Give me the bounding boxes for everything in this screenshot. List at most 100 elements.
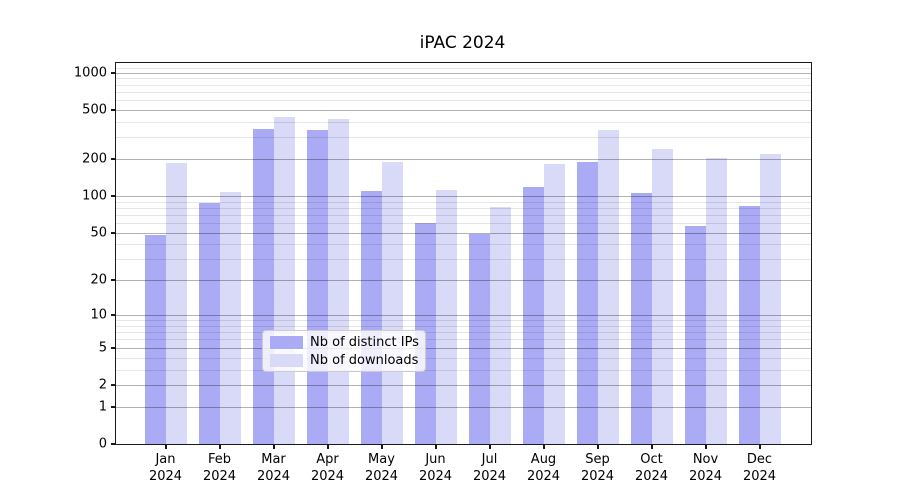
- y-tick-mark: [111, 405, 115, 408]
- x-tick-mark: [272, 445, 275, 449]
- bar-distinct-ips: [522, 186, 544, 444]
- y-tick-mark: [111, 383, 115, 386]
- gridline-major: [116, 384, 811, 386]
- gridline-minor: [116, 100, 811, 102]
- gridline-minor: [116, 214, 811, 216]
- bar-downloads: [165, 162, 187, 444]
- y-tick-label: 2: [98, 377, 107, 393]
- gridline-minor: [116, 332, 811, 334]
- x-tick-label: Jun 2024: [418, 452, 453, 484]
- gridline-major: [116, 72, 811, 74]
- gridline-minor: [116, 369, 811, 371]
- gridline-major: [116, 315, 811, 317]
- gridline-minor: [116, 84, 811, 86]
- x-tick-label: Nov 2024: [688, 452, 723, 484]
- y-tick-label: 100: [82, 188, 107, 204]
- y-tick-label: 20: [90, 272, 107, 288]
- bar-downloads: [543, 164, 565, 444]
- gridline-minor: [116, 121, 811, 123]
- y-tick-mark: [111, 314, 115, 317]
- y-tick-mark: [111, 346, 115, 349]
- y-tick-mark: [111, 279, 115, 282]
- x-tick-label: Apr 2024: [310, 452, 345, 484]
- x-tick-mark: [164, 445, 167, 449]
- y-tick-mark: [111, 443, 115, 445]
- x-tick-label: Sep 2024: [580, 452, 615, 484]
- y-tick-label: 5: [98, 340, 107, 356]
- bar-distinct-ips: [252, 128, 274, 444]
- x-tick-mark: [326, 445, 329, 449]
- gridline-minor: [116, 201, 811, 203]
- plot-area: 1000 500 200 100 50 20 10 5 2 1 0 Jan 2024 Feb 2024 Mar…: [74, 62, 812, 484]
- gridline-major: [116, 232, 811, 234]
- bar-distinct-ips: [684, 225, 706, 444]
- y-tick-label: 0: [98, 436, 107, 452]
- legend: Nb of distinct IPs Nb of downloads: [262, 330, 426, 372]
- gridline-minor: [116, 244, 811, 246]
- bar-distinct-ips: [468, 233, 490, 444]
- x-tick-mark: [434, 445, 437, 449]
- y-tick-label: 10: [90, 307, 107, 323]
- x-tick-label: Mar 2024: [256, 452, 291, 484]
- bar-distinct-ips: [630, 192, 652, 444]
- x-tick-mark: [380, 445, 383, 449]
- gridline-minor: [116, 137, 811, 139]
- bar-distinct-ips: [144, 234, 166, 444]
- y-tick-label: 500: [82, 102, 107, 118]
- x-tick-label: Dec 2024: [742, 452, 777, 484]
- chart-title: iPAC 2024: [419, 33, 506, 53]
- x-tick-mark: [758, 445, 761, 449]
- legend-swatch-downloads: [270, 353, 303, 367]
- legend-swatch-distinct-ips: [270, 335, 303, 349]
- gridline-minor: [116, 259, 811, 261]
- gridline-minor: [116, 223, 811, 225]
- y-tick-label: 50: [90, 225, 107, 241]
- bar-downloads: [435, 189, 457, 444]
- gridline-minor: [116, 91, 811, 93]
- x-tick-label: Oct 2024: [634, 452, 669, 484]
- y-tick-mark: [111, 158, 115, 161]
- x-tick-mark: [596, 445, 599, 449]
- x-tick-mark: [542, 445, 545, 449]
- gridline-minor: [116, 207, 811, 209]
- gridline-minor: [116, 320, 811, 322]
- bar-downloads: [759, 154, 781, 444]
- bar-downloads: [381, 161, 403, 444]
- x-tick-label: Aug 2024: [526, 452, 561, 484]
- y-tick-label: 1000: [73, 65, 107, 81]
- bar-downloads: [705, 158, 727, 444]
- bar-distinct-ips: [360, 190, 382, 444]
- legend-label-downloads: Nb of downloads: [310, 352, 419, 368]
- legend-item-downloads: Nb of downloads: [263, 353, 425, 368]
- bar-distinct-ips: [576, 162, 598, 444]
- gridline-minor: [116, 78, 811, 80]
- y-tick-label: 200: [82, 151, 107, 167]
- bar-distinct-ips: [738, 205, 760, 444]
- bar-downloads: [327, 119, 349, 444]
- gridline-major: [116, 347, 811, 349]
- gridline-major: [116, 109, 811, 111]
- x-tick-label: Jul 2024: [472, 452, 507, 484]
- bar-downloads: [597, 130, 619, 444]
- x-tick-mark: [488, 445, 491, 449]
- bar-distinct-ips: [306, 130, 328, 444]
- x-tick-mark: [704, 445, 707, 449]
- y-tick-label: 1: [98, 399, 107, 415]
- gridline-major: [116, 196, 811, 198]
- bar-downloads: [651, 149, 673, 444]
- y-tick-mark: [111, 71, 115, 74]
- gridline-major: [116, 159, 811, 161]
- x-tick-mark: [218, 445, 221, 449]
- gridline-major: [116, 406, 811, 408]
- y-tick-mark: [111, 195, 115, 198]
- bar-downloads: [219, 192, 241, 444]
- x-tick-label: May 2024: [364, 452, 399, 484]
- y-tick-mark: [111, 231, 115, 234]
- gridline-major: [116, 280, 811, 282]
- gridline-minor: [116, 67, 811, 69]
- x-tick-mark: [650, 445, 653, 449]
- y-tick-mark: [111, 108, 115, 111]
- x-tick-label: Jan 2024: [148, 452, 183, 484]
- legend-label-distinct-ips: Nb of distinct IPs: [310, 334, 419, 350]
